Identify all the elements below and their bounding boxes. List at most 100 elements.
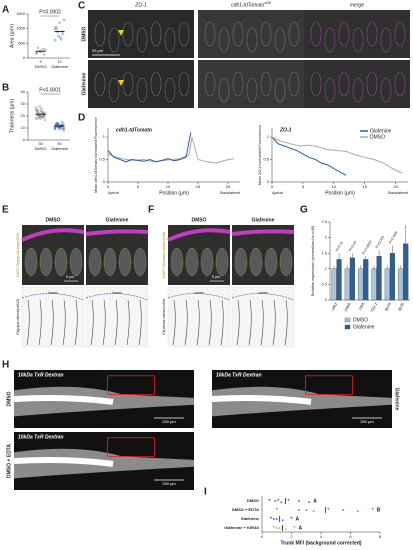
- nucleus: [54, 247, 68, 277]
- lumen-outline: [85, 293, 149, 301]
- data-point: [58, 21, 61, 24]
- cell: [394, 71, 406, 97]
- data-point: [284, 528, 287, 531]
- cell: [108, 77, 120, 103]
- x-tick-label: jupa: [357, 301, 366, 312]
- column-header: merge: [350, 2, 364, 8]
- data-point: [37, 114, 40, 118]
- junction-signal: [85, 229, 149, 236]
- x-tick-label: 2: [290, 534, 293, 539]
- p-value: P=0.04: [348, 240, 357, 252]
- micrograph: [88, 10, 194, 58]
- scale-label: 250 µm: [162, 419, 176, 424]
- cell: [380, 27, 392, 53]
- data-point: [274, 500, 277, 502]
- cell: [288, 71, 300, 97]
- column-header: cdh1-tdTomatoxt18: [231, 1, 271, 8]
- image-title: 10kDa TxR Dextran: [216, 372, 262, 378]
- y-tick-label: 1.5: [321, 250, 327, 255]
- panel-label: B: [2, 83, 9, 94]
- data-point: [59, 124, 62, 127]
- data-point: [269, 516, 272, 519]
- y-tick-label: 0: [23, 55, 26, 60]
- x-tick-label: 15: [196, 184, 201, 189]
- nucleus: [69, 247, 83, 277]
- y-tick-label: 20: [21, 113, 26, 118]
- y-tick-label: 2: [325, 235, 328, 240]
- axis-note: Apical: [107, 190, 119, 195]
- y-label: Area (µm²): [9, 24, 15, 48]
- row-label: Glafenine: [241, 516, 260, 521]
- nucleus: [215, 247, 229, 277]
- cell: [246, 77, 258, 103]
- lumen-label: lumen: [48, 291, 58, 295]
- bar: [358, 268, 364, 301]
- x-tick-label: 0: [107, 184, 110, 189]
- row-label: DMSO: [247, 498, 259, 503]
- p-value: P=0.006: [388, 231, 398, 245]
- arrowhead: [118, 80, 124, 86]
- y-tick-label: 1000: [16, 26, 26, 31]
- data-point: [342, 509, 345, 511]
- data-point: [42, 111, 45, 114]
- cell-border: [126, 299, 130, 346]
- x-tick-label: DMSO: [35, 64, 47, 69]
- scale-label: 5 µm: [212, 275, 220, 279]
- x-tick-label: cldnb: [343, 301, 352, 312]
- data-point: [297, 500, 300, 502]
- data-point: [356, 510, 359, 513]
- bar: [403, 243, 409, 301]
- fish-gut: [211, 395, 312, 405]
- cell: [366, 71, 378, 97]
- group-letter: A: [298, 525, 302, 531]
- x-tick-label: 0: [271, 184, 274, 189]
- fish-gut: [13, 457, 114, 467]
- x-tick-label: Glafenine: [51, 146, 69, 151]
- junction-signal: [231, 229, 295, 236]
- data-point: [290, 516, 293, 519]
- data-point: [35, 51, 39, 54]
- nucleus: [24, 247, 38, 277]
- cell: [108, 27, 120, 53]
- micrograph: [304, 60, 410, 108]
- x-label: Position (µm): [325, 190, 355, 196]
- data-point: [275, 518, 278, 520]
- panel-label: H: [2, 360, 9, 371]
- p-value: P=0.009: [375, 235, 385, 249]
- data-point: [57, 34, 60, 38]
- row-label: Glafenine: [81, 72, 87, 95]
- data-point: [268, 498, 271, 501]
- chart-title: cdh1-tdTomato: [116, 127, 152, 133]
- arrowhead: [118, 30, 124, 36]
- x-tick-label: 0: [261, 534, 264, 539]
- data-point: [61, 124, 65, 127]
- group-letter: A: [313, 498, 317, 504]
- data-point: [305, 509, 308, 511]
- cell-border: [172, 299, 176, 346]
- series-line: [271, 136, 403, 174]
- row-label: Glafenine: [394, 388, 400, 411]
- data-point: [62, 18, 66, 22]
- legend-label: DMSO: [370, 134, 385, 140]
- group-letter: B: [377, 507, 381, 513]
- x-tick-label: 15: [363, 184, 368, 189]
- cell: [324, 77, 336, 103]
- panel-label: F: [148, 205, 154, 216]
- data-point: [43, 53, 46, 56]
- group-letter: A: [296, 516, 300, 522]
- roi-box: [107, 375, 155, 395]
- column-header: DMSO: [46, 217, 61, 223]
- data-point: [60, 38, 63, 41]
- y-tick-label: 30: [21, 101, 26, 106]
- cell-border: [26, 299, 30, 346]
- row-label: DAPI Gt(ctnna-citrine)ct3a: [161, 231, 166, 278]
- cell: [232, 21, 244, 47]
- axis-note: Apical: [271, 190, 283, 195]
- panel-label: I: [204, 487, 207, 498]
- data-point: [308, 501, 311, 504]
- chart-title: ZO-1: [279, 127, 292, 133]
- p-value: P=0.0002: [362, 240, 373, 255]
- panel-label: A: [2, 5, 9, 16]
- data-point: [56, 30, 59, 34]
- y-tick-label: 0.5: [99, 157, 105, 162]
